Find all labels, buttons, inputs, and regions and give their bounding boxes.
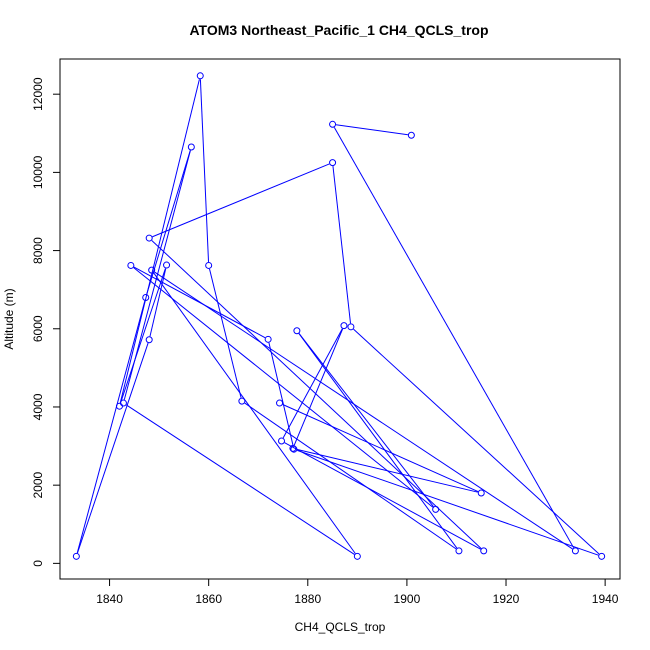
series-line-segment xyxy=(298,333,434,507)
data-point xyxy=(477,489,485,497)
data-point xyxy=(145,234,153,242)
y-tick-label: 12000 xyxy=(31,77,45,111)
series-line-segment xyxy=(244,402,457,550)
series-line-segment xyxy=(282,328,343,439)
x-axis-label: CH4_QCLS_trop xyxy=(295,620,386,634)
data-point xyxy=(142,294,150,301)
y-tick-label: 6000 xyxy=(31,315,45,342)
data-point xyxy=(278,437,286,445)
data-point xyxy=(347,323,355,331)
series-line-segment xyxy=(119,79,200,403)
series-line-segment xyxy=(149,268,167,337)
series-line-segment xyxy=(199,79,210,262)
data-point xyxy=(145,336,153,344)
x-tick-label: 1860 xyxy=(195,592,222,606)
data-point xyxy=(407,131,415,139)
data-point xyxy=(196,72,204,80)
y-tick-label: 0 xyxy=(31,560,45,567)
series-line-segment xyxy=(76,342,149,554)
series-line-segment xyxy=(120,268,166,404)
chart-title: ATOM3 Northeast_Pacific_1 CH4_QCLS_trop xyxy=(189,22,488,38)
data-point xyxy=(119,399,127,407)
series-line-segment xyxy=(76,300,146,554)
series-line-segment xyxy=(209,268,242,398)
data-point xyxy=(148,266,156,274)
data-point xyxy=(598,552,606,560)
y-tick-label: 4000 xyxy=(31,393,45,420)
series-line-segment xyxy=(296,448,478,493)
series-line-segment xyxy=(332,166,352,324)
data-point xyxy=(289,444,297,452)
data-point xyxy=(205,261,213,269)
series-line-segment xyxy=(333,127,575,549)
y-tick-label: 8000 xyxy=(31,237,45,264)
data-point xyxy=(127,261,135,269)
x-axis: 1840 1860 1880 1900 1920 1940 xyxy=(96,578,619,606)
series-line-segment xyxy=(297,449,599,556)
x-tick-label: 1940 xyxy=(592,592,619,606)
series-lines xyxy=(76,79,600,556)
data-point xyxy=(264,335,272,343)
series-line-segment xyxy=(335,124,408,136)
series-line-segment xyxy=(126,404,355,555)
y-tick-label: 2000 xyxy=(31,471,45,498)
x-tick-label: 1880 xyxy=(294,592,321,606)
y-axis: 0 2000 4000 6000 8000 10000 12000 xyxy=(31,77,61,567)
data-point xyxy=(290,445,298,453)
x-tick-label: 1900 xyxy=(394,592,421,606)
series-line-segment xyxy=(153,272,356,554)
y-axis-label: Altitude (m) xyxy=(2,288,16,349)
series-line-segment xyxy=(151,240,482,549)
series-line-segment xyxy=(152,163,330,238)
series-line-segment xyxy=(154,271,573,550)
data-point xyxy=(72,552,80,560)
data-point xyxy=(571,547,579,555)
data-point xyxy=(353,552,361,560)
series-points xyxy=(72,72,606,560)
data-point xyxy=(432,505,440,513)
data-point xyxy=(455,547,463,555)
y-tick-label: 10000 xyxy=(31,155,45,189)
data-point xyxy=(329,159,337,167)
series-line-segment xyxy=(282,404,479,493)
data-point xyxy=(115,402,123,410)
x-tick-label: 1920 xyxy=(493,592,520,606)
data-point xyxy=(293,327,301,335)
series-line-segment xyxy=(133,267,434,508)
data-point xyxy=(187,143,195,151)
data-point xyxy=(276,399,284,407)
data-point xyxy=(340,322,348,330)
data-point xyxy=(329,120,337,128)
x-tick-label: 1840 xyxy=(96,592,123,606)
series-line-segment xyxy=(268,342,294,446)
series-line-segment xyxy=(284,442,481,550)
data-point xyxy=(238,397,246,405)
data-point xyxy=(163,261,171,269)
series-line-segment xyxy=(353,328,600,555)
series-line-segment xyxy=(146,150,191,295)
series-line-segment xyxy=(293,328,344,446)
data-point xyxy=(480,547,488,555)
